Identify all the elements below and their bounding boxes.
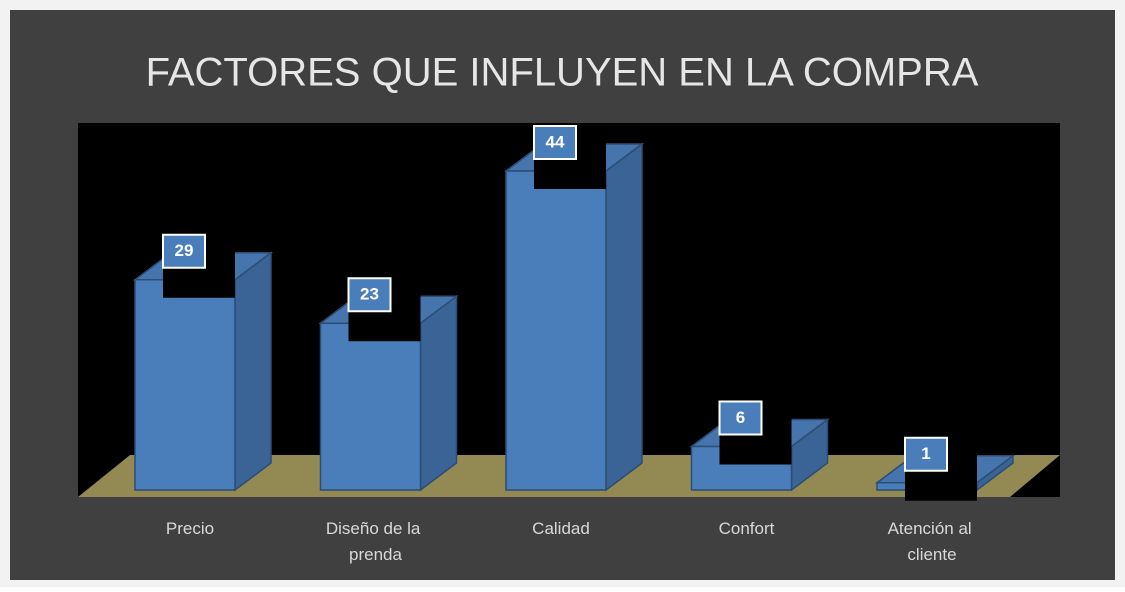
chart-title: FACTORES QUE INFLUYEN EN LA COMPRA <box>146 51 979 95</box>
value-label: 44 <box>546 132 565 151</box>
value-label: 29 <box>175 241 194 260</box>
bar <box>319 322 422 491</box>
bar-side <box>605 142 643 492</box>
value-label-box <box>162 233 206 269</box>
bar <box>505 170 607 491</box>
value-label: 1 <box>921 444 930 463</box>
value-label-box <box>347 277 392 313</box>
value-label-box <box>718 400 763 436</box>
x-tick-label: Precio <box>166 519 214 538</box>
value-label-box <box>533 125 577 160</box>
x-tick-label: Calidad <box>532 519 590 538</box>
x-tick-label: Diseño de la prenda <box>326 519 425 564</box>
value-label: 23 <box>360 285 379 304</box>
value-label-box <box>904 436 948 472</box>
x-tick-label: Confort <box>719 519 775 538</box>
value-label: 6 <box>736 408 745 427</box>
bar-side <box>419 294 458 492</box>
x-tick-label: Atención al cliente <box>888 519 977 564</box>
bar-side <box>234 251 272 492</box>
bar <box>134 279 236 491</box>
